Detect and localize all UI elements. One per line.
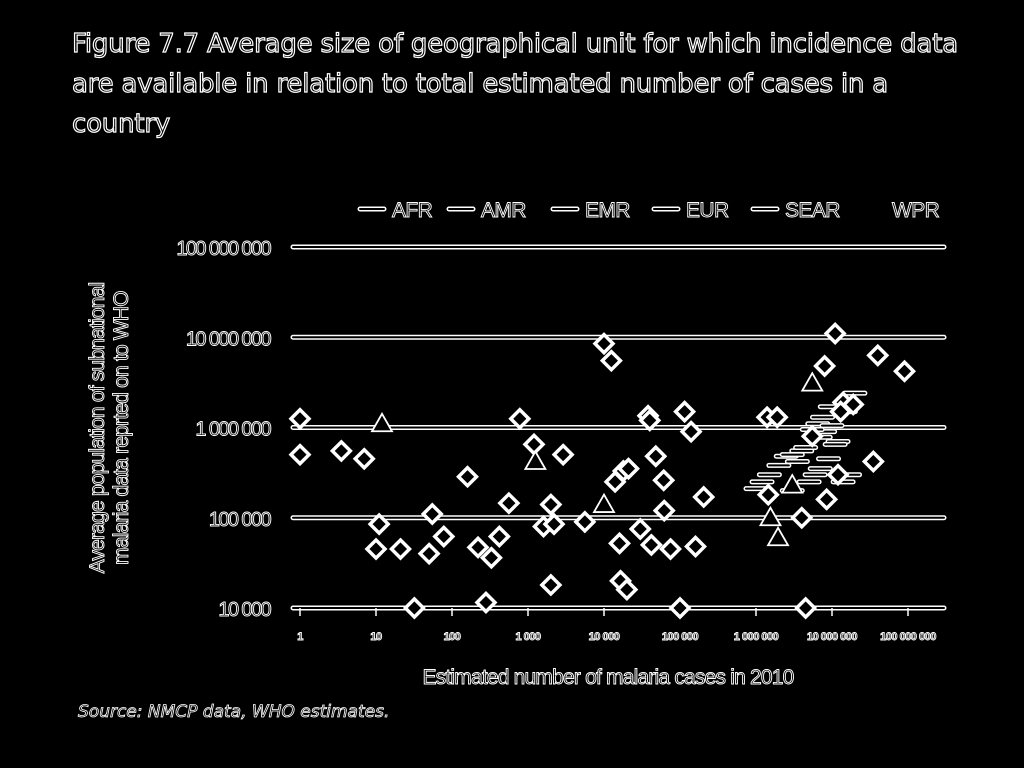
legend-item-amr: AMR	[446, 199, 527, 222]
data-point	[420, 502, 444, 526]
gridlines	[290, 244, 947, 611]
data-point	[370, 411, 394, 433]
data-point	[364, 537, 388, 561]
y-axis-label-line: Average population of subnational	[86, 282, 109, 573]
data-point	[456, 465, 479, 489]
y-axis-label-line: malaria data reprted on to WHO	[110, 291, 133, 565]
legend: AFR AMR EMR EUR SEAR WPR	[357, 199, 941, 223]
x-tick-label: 1 000 000	[734, 631, 779, 643]
data-point	[352, 447, 376, 471]
data-point	[823, 322, 847, 345]
data-point	[893, 359, 916, 383]
data-point	[389, 537, 412, 561]
data-point	[628, 517, 652, 541]
y-tick-labels: 10 000 100 000 1 000 000 10 000 000 100 000 …	[176, 238, 274, 622]
legend-item-afr: AFR	[357, 199, 434, 222]
data-point	[551, 443, 575, 467]
series-emr	[592, 332, 716, 620]
x-tick-label: 1 000	[515, 631, 540, 643]
legend-label: EMR	[585, 199, 630, 222]
data-point	[639, 533, 663, 557]
data-point	[684, 535, 707, 558]
data-point	[813, 354, 837, 378]
data-point	[766, 525, 790, 547]
x-tick-label: 10 000	[589, 631, 620, 643]
legend-label: AFR	[392, 199, 433, 222]
x-tick-label: 1	[297, 631, 303, 643]
data-point	[790, 506, 814, 530]
data-point	[758, 505, 783, 527]
data-point	[861, 450, 885, 473]
series-wpr	[755, 322, 916, 620]
y-axis-label: Average population of subnational malaria…	[86, 282, 134, 574]
data-point	[487, 525, 511, 548]
data-points	[288, 322, 916, 620]
legend-item-emr: EMR	[550, 199, 631, 222]
y-tick-label: 1 000 000	[195, 419, 271, 441]
series-amr	[288, 407, 627, 620]
data-point	[417, 542, 441, 566]
legend-item-wpr: WPR	[892, 199, 941, 223]
data-point	[644, 444, 668, 468]
legend-label: EUR	[686, 199, 729, 222]
data-point	[288, 443, 312, 467]
data-point	[539, 573, 563, 597]
source-note: Source: NMCP data, WHO estimates.	[78, 702, 390, 723]
x-tick-label: 100 000 000	[880, 631, 936, 643]
legend-item-eur: EUR	[651, 199, 730, 222]
data-point	[522, 432, 546, 456]
data-point	[673, 400, 697, 424]
data-point	[432, 525, 456, 548]
x-tick-labels: 1 10 100 1 000 10 000 100 000 1 000 000 10 000 …	[297, 608, 937, 643]
data-point	[402, 596, 426, 620]
legend-item-sear: SEAR	[750, 199, 841, 222]
data-point	[592, 492, 616, 513]
legend-label: SEAR	[785, 199, 840, 222]
y-tick-label: 100 000 000	[176, 238, 271, 260]
x-tick-label: 10	[370, 631, 382, 643]
x-axis-label: Estimated number of malaria cases in 201…	[422, 666, 793, 689]
data-point	[866, 343, 890, 367]
series-eur	[370, 371, 824, 547]
x-tick-label: 100 000	[662, 631, 699, 643]
x-tick-label: 10 000 000	[807, 631, 857, 643]
data-point	[815, 487, 839, 511]
data-point	[659, 537, 682, 561]
data-point	[539, 493, 563, 517]
data-point	[780, 473, 804, 494]
x-tick-label: 100	[444, 631, 461, 643]
figure-title: Figure 7.7 Average size of geographical …	[71, 28, 958, 139]
data-point	[800, 371, 824, 392]
data-point	[668, 596, 692, 620]
data-point	[608, 531, 631, 555]
data-point	[652, 468, 676, 492]
y-tick-label: 10 000	[218, 599, 271, 621]
y-tick-label: 100 000	[209, 509, 272, 531]
data-point	[599, 349, 623, 373]
legend-label: AMR	[481, 199, 526, 222]
data-point	[497, 491, 521, 515]
data-point	[692, 485, 716, 509]
data-point	[794, 596, 818, 620]
y-tick-label: 10 000 000	[186, 328, 272, 350]
legend-label: WPR	[892, 199, 940, 222]
data-point	[329, 439, 353, 463]
data-point	[523, 449, 547, 470]
